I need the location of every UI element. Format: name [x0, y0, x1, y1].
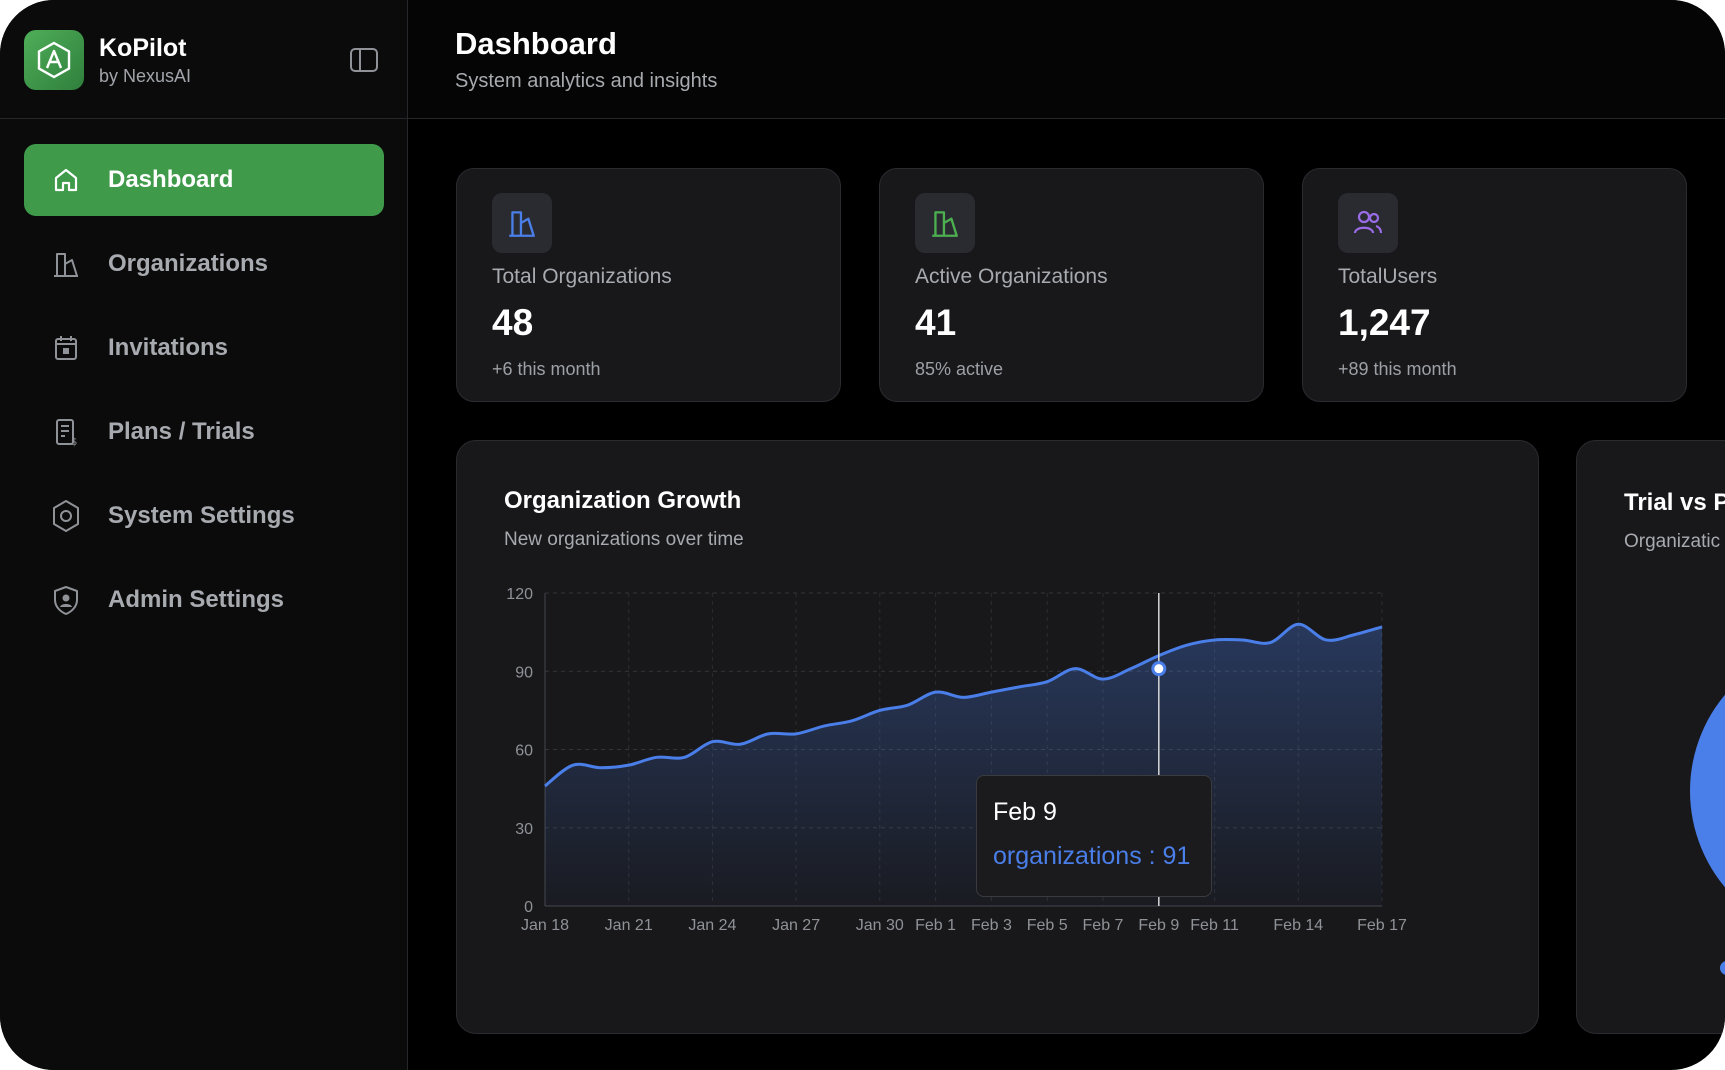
building-icon: [48, 246, 84, 282]
sidebar-item-dashboard[interactable]: Dashboard: [24, 144, 384, 216]
y-tick-label: 90: [515, 664, 533, 681]
stat-value: 41: [915, 302, 957, 343]
x-tick-label: Feb 7: [1083, 917, 1124, 934]
home-icon: [48, 162, 84, 198]
users-icon: [1338, 193, 1398, 253]
y-tick-label: 30: [515, 821, 533, 838]
y-tick-label: 0: [524, 899, 533, 916]
sidebar-item-plans-trials[interactable]: $ Plans / Trials: [24, 396, 384, 468]
x-tick-label: Jan 21: [605, 917, 653, 934]
sidebar-item-label: Invitations: [108, 334, 229, 361]
x-tick-label: Feb 11: [1190, 917, 1239, 934]
sidebar-item-invitations[interactable]: Invitations: [24, 312, 384, 384]
side-card-title: Trial vs P: [1624, 489, 1725, 516]
x-tick-label: Feb 5: [1027, 917, 1068, 934]
sidebar-item-admin-settings[interactable]: Admin Settings: [24, 564, 384, 636]
stat-card-total-organizations: Total Organizations 48 +6 this month: [456, 168, 841, 402]
side-card-subtitle: Organizatic: [1624, 531, 1721, 552]
x-tick-label: Feb 17: [1357, 917, 1407, 934]
sidebar-toggle-icon[interactable]: [348, 44, 380, 76]
organization-growth-chart[interactable]: 0 30 60 90 120 Jan 18 Jan 21 Jan 24 Jan 27 Jan 30…: [457, 441, 1540, 1035]
chart-title: Organization Growth: [504, 487, 742, 514]
svg-text:$: $: [71, 437, 77, 447]
x-tick-label: Jan 27: [772, 917, 820, 934]
stat-label: TotalUsers: [1338, 265, 1438, 288]
highlight-point: [1151, 661, 1167, 677]
tooltip-date: Feb 9: [993, 798, 1057, 826]
x-tick-label: Jan 30: [856, 917, 904, 934]
receipt-icon: $: [48, 414, 84, 450]
brand: KoPilot by NexusAI: [24, 30, 384, 90]
sidebar-item-organizations[interactable]: Organizations: [24, 228, 384, 300]
legend-dot: [1720, 961, 1725, 975]
page-subtitle: System analytics and insights: [455, 70, 718, 92]
stat-subtext: 85% active: [915, 359, 1004, 379]
x-tick-label: Feb 9: [1138, 917, 1179, 934]
x-tick-label: Feb 14: [1273, 917, 1323, 934]
y-tick-label: 120: [506, 586, 533, 603]
trial-vs-paid-card: Trial vs P Organizatic: [1576, 440, 1725, 1034]
series-area: [545, 624, 1382, 906]
sidebar-item-label: Organizations: [108, 250, 269, 277]
page-title: Dashboard: [455, 26, 617, 61]
building-icon: [915, 193, 975, 253]
chart-subtitle: New organizations over time: [504, 529, 744, 550]
sidebar-item-label: System Settings: [108, 502, 295, 529]
page-header: Dashboard System analytics and insights: [408, 0, 1725, 119]
brand-subtitle: by NexusAI: [99, 66, 192, 86]
calendar-icon: [48, 330, 84, 366]
sidebar-item-label: Plans / Trials: [108, 418, 255, 445]
sidebar-item-label: Dashboard: [108, 166, 234, 193]
x-tick-label: Jan 24: [688, 917, 736, 934]
sidebar-item-system-settings[interactable]: System Settings: [24, 480, 384, 552]
stat-subtext: +89 this month: [1338, 359, 1457, 379]
building-icon: [492, 193, 552, 253]
tooltip-value: organizations : 91: [993, 842, 1191, 870]
organization-growth-card: Organization Growth New organizations ov…: [456, 440, 1539, 1034]
stat-label: Total Organizations: [492, 265, 672, 288]
stat-subtext: +6 this month: [492, 359, 601, 379]
brand-logo-icon: [24, 30, 84, 90]
x-tick-label: Feb 1: [915, 917, 956, 934]
stat-label: Active Organizations: [915, 265, 1108, 288]
sidebar-nav: Dashboard Organizations Invitations $ Pl…: [24, 144, 384, 648]
stat-card-total-users: TotalUsers 1,247 +89 this month: [1302, 168, 1687, 402]
brand-name: KoPilot: [99, 34, 187, 62]
x-tick-label: Jan 18: [521, 917, 569, 934]
series-line: [544, 622, 1383, 788]
shield-user-icon: [48, 582, 84, 618]
x-tick-label: Feb 3: [971, 917, 1012, 934]
pie-slice: [1690, 641, 1725, 941]
stat-value: 1,247: [1338, 302, 1431, 343]
stat-value: 48: [492, 302, 534, 343]
stat-card-active-organizations: Active Organizations 41 85% active: [879, 168, 1264, 402]
sidebar-item-label: Admin Settings: [108, 586, 285, 613]
chart-tooltip: Feb 9 organizations : 91: [976, 775, 1212, 897]
y-tick-label: 60: [515, 743, 533, 760]
sidebar: KoPilot by NexusAI Dashboard: [0, 0, 408, 1070]
gear-icon: [48, 498, 84, 534]
sidebar-divider: [0, 118, 407, 119]
